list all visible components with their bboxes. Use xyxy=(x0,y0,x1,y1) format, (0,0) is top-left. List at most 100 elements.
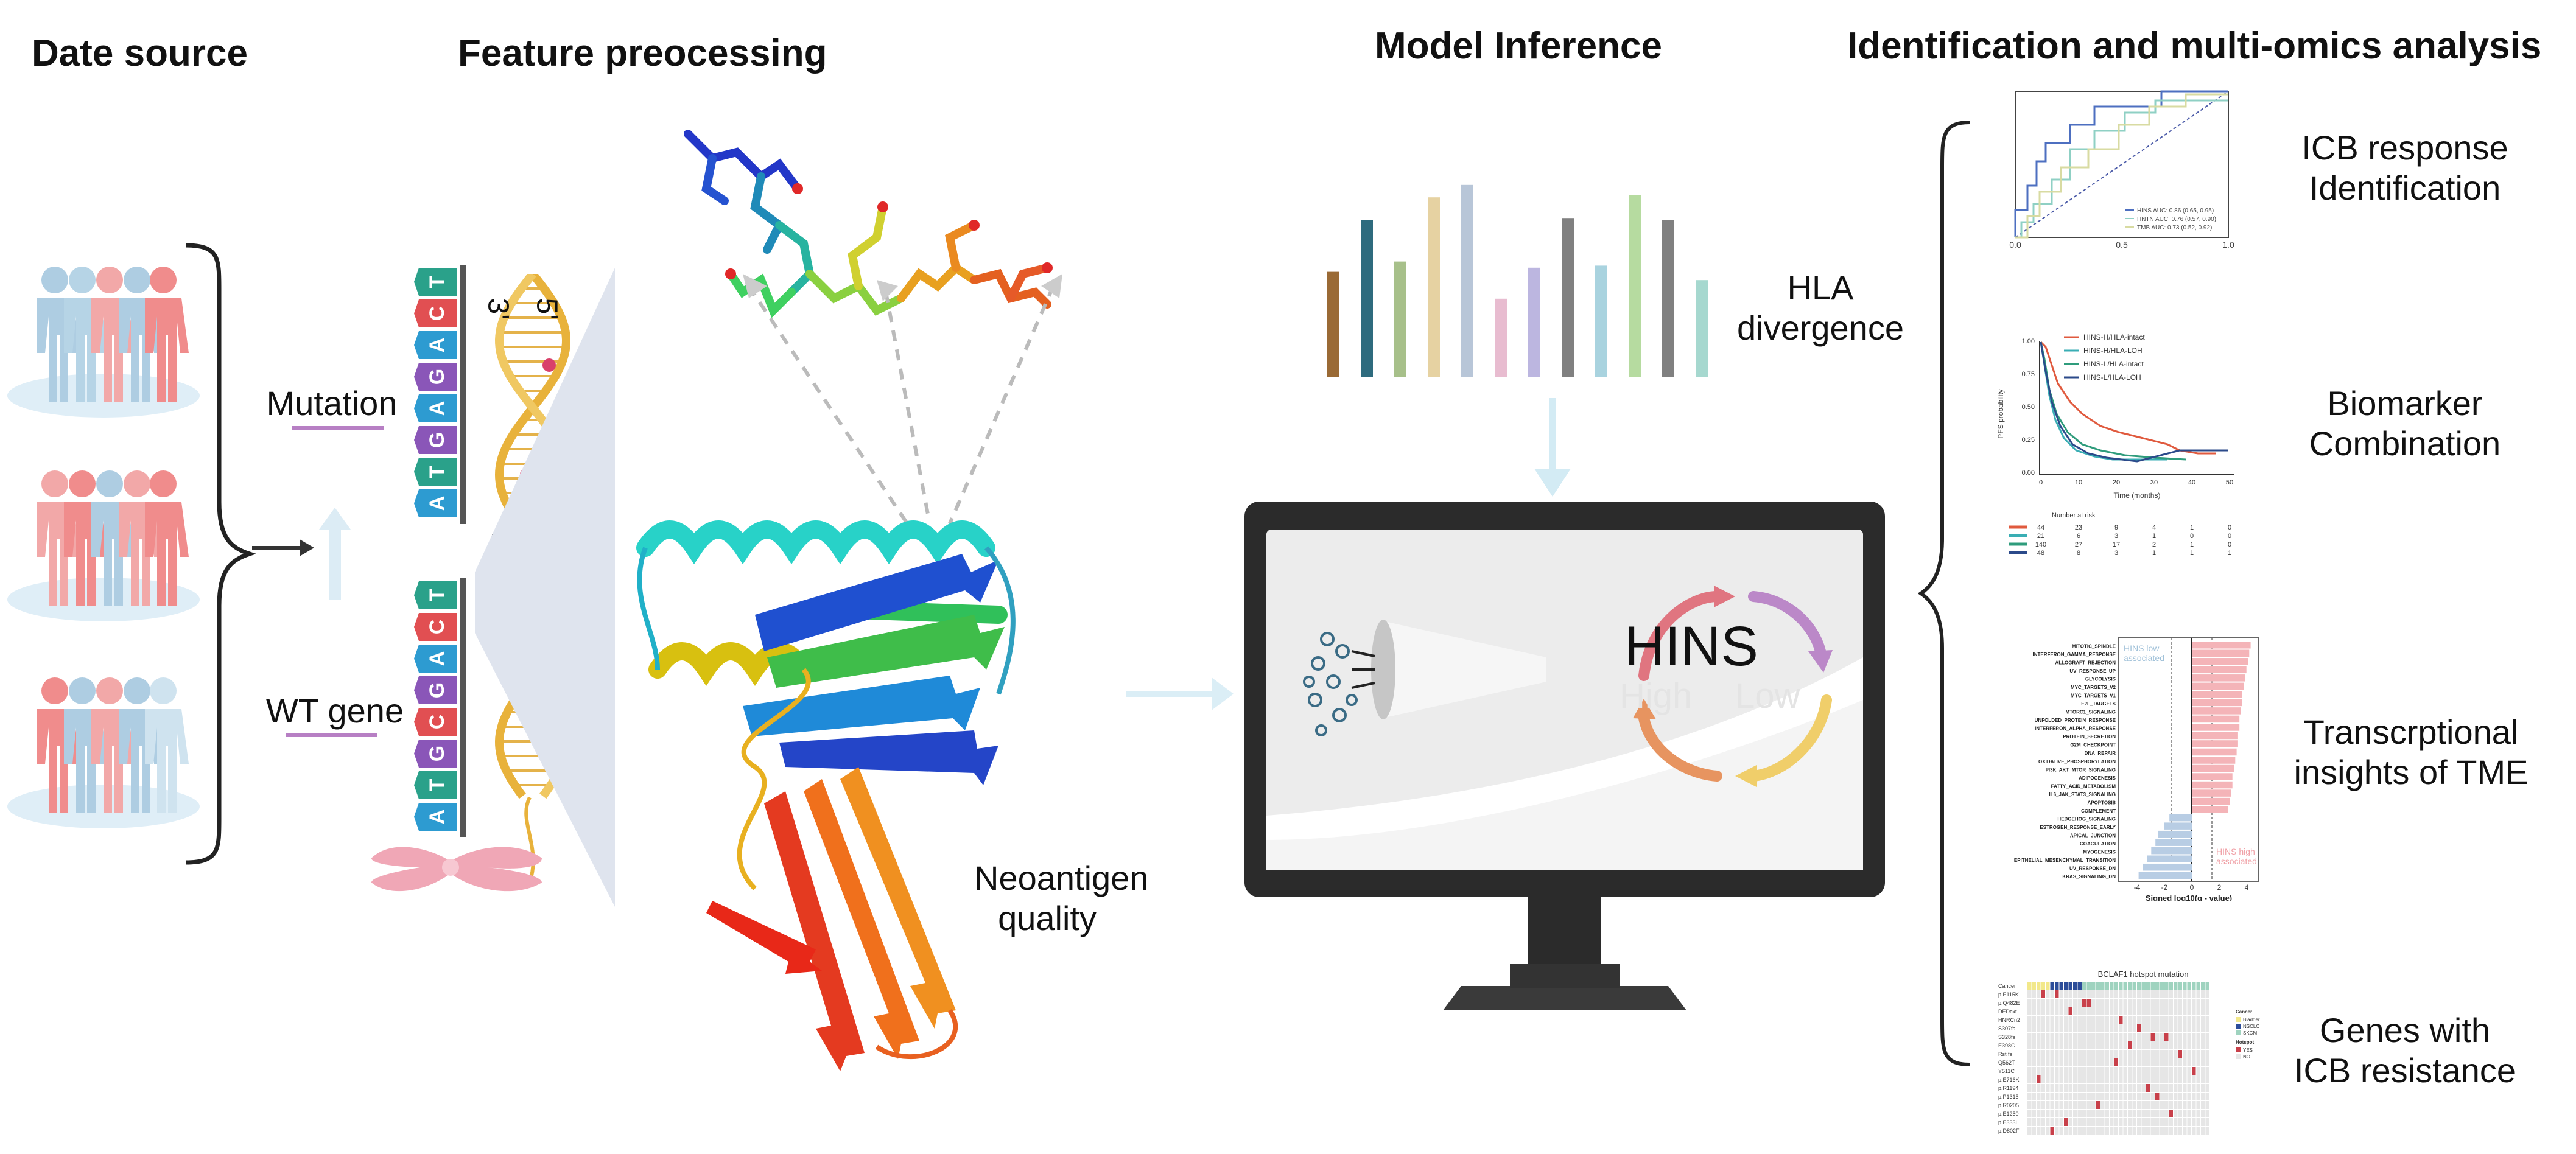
heatmap-cell xyxy=(2150,1067,2155,1075)
heatmap-cell xyxy=(2132,1016,2136,1024)
heatmap-cell xyxy=(2132,982,2136,990)
heatmap-cell xyxy=(2174,1007,2178,1015)
heatmap-cell xyxy=(2192,1024,2196,1032)
heatmap-cell xyxy=(2132,1093,2136,1100)
heatmap-cell xyxy=(2110,982,2114,990)
hla-bar xyxy=(1629,195,1641,377)
heatmap-cell xyxy=(2183,1033,2187,1041)
heatmap-cell xyxy=(2123,999,2127,1007)
heatmap-cell xyxy=(2037,1058,2041,1066)
svg-text:C: C xyxy=(426,620,449,635)
km-risk-cell: 3 xyxy=(2114,533,2118,540)
heatmap-cell xyxy=(2082,1058,2086,1066)
heatmap-cell xyxy=(2091,1067,2096,1075)
heatmap-cell xyxy=(2196,1110,2200,1117)
heatmap-cell xyxy=(2201,1050,2205,1058)
heatmap-mut-cell xyxy=(2041,990,2045,998)
heatmap-cell xyxy=(2169,1058,2173,1066)
heatmap-mut-cell xyxy=(2146,1084,2150,1092)
hla-bar xyxy=(1662,220,1674,377)
heatmap-cell xyxy=(2178,1058,2182,1066)
heatmap-cell xyxy=(2119,1041,2123,1049)
heatmap-cell xyxy=(2114,1067,2118,1075)
heatmap-cell xyxy=(2169,1075,2173,1083)
heatmap-mut-cell xyxy=(2178,1050,2182,1058)
roc-tick-2: 1.0 xyxy=(2222,240,2234,250)
heatmap-cell xyxy=(2041,1033,2045,1041)
svg-text:A: A xyxy=(426,401,449,416)
brace-icon xyxy=(185,243,257,865)
heatmap-cell xyxy=(2073,1050,2077,1058)
gsea-bar xyxy=(2158,830,2192,838)
heatmap-mut-cell xyxy=(2128,1041,2132,1049)
heatmap-cell xyxy=(2146,1050,2150,1058)
heatmap-cell xyxy=(2055,1110,2059,1117)
heatmap-cell xyxy=(2027,1067,2032,1075)
gsea-term: DNA_REPAIR xyxy=(2085,750,2116,756)
heatmap-cell xyxy=(2086,1118,2091,1126)
gsea-term: GLYCOLYSIS xyxy=(2085,677,2116,682)
heatmap-cell xyxy=(2174,982,2178,990)
heatmap-cell xyxy=(2192,1075,2196,1083)
heatmap-cell xyxy=(2059,990,2063,998)
gsea-term: EPITHELIAL_MESENCHYMAL_TRANSITION xyxy=(2014,858,2116,863)
heatmap-cell xyxy=(2086,1033,2091,1041)
heatmap-cell xyxy=(2050,1110,2054,1117)
heatmap-cell xyxy=(2110,1118,2114,1126)
heatmap-cell xyxy=(2160,1033,2164,1041)
heatmap-cell xyxy=(2141,1024,2146,1032)
km-risk-cell: 17 xyxy=(2113,541,2120,548)
right-item-0-line-2: Identification xyxy=(2309,169,2501,207)
heatmap-cell xyxy=(2146,1110,2150,1117)
heatmap-cell xyxy=(2105,1110,2109,1117)
heatmap-cell xyxy=(2046,1007,2050,1015)
heatmap-cell xyxy=(2064,990,2068,998)
heatmap-cell xyxy=(2192,1118,2196,1126)
protein-structure-icon xyxy=(636,520,1016,1071)
gsea-term: FATTY_ACID_METABOLISM xyxy=(2051,783,2116,789)
km-risk-cell: 3 xyxy=(2114,550,2118,557)
heatmap-cell xyxy=(2201,1127,2205,1135)
heatmap-cell xyxy=(2128,1058,2132,1066)
heatmap-cell xyxy=(2046,1118,2050,1126)
heatmap-cell xyxy=(2105,1084,2109,1092)
heatmap-cell xyxy=(2059,1127,2063,1135)
arrow-up-icon xyxy=(319,508,351,600)
gsea-term: MYC_TARGETS_V2 xyxy=(2071,685,2116,690)
biomarker-label: Biomarker Combination xyxy=(2265,383,2545,464)
heatmap-cell xyxy=(2164,1007,2169,1015)
heatmap-cell xyxy=(2046,1058,2050,1066)
km-xtick: 30 xyxy=(2150,479,2158,486)
heatmap-cell xyxy=(2137,1084,2141,1092)
heatmap-cell xyxy=(2196,999,2200,1007)
heatmap-cell xyxy=(2201,1007,2205,1015)
svg-text:A: A xyxy=(426,810,449,825)
heatmap-cell xyxy=(2119,1024,2123,1032)
heatmap-cell xyxy=(2169,1033,2173,1041)
heatmap-cell xyxy=(2132,990,2136,998)
gsea-term: COAGULATION xyxy=(2080,841,2116,847)
svg-text:A: A xyxy=(426,338,449,353)
heatmap-cell xyxy=(2146,1127,2150,1135)
heatmap-cell xyxy=(2086,1084,2091,1092)
header-model-inference: Model Inference xyxy=(1375,25,1662,67)
gsea-term: IL6_JAK_STAT3_SIGNALING xyxy=(2049,792,2116,797)
heatmap-cell xyxy=(2141,999,2146,1007)
heatmap-cell xyxy=(2032,1050,2036,1058)
heatmap-cell xyxy=(2164,1101,2169,1109)
heatmap-cell xyxy=(2114,1075,2118,1083)
heatmap-cell xyxy=(2150,982,2155,990)
heatmap-cell xyxy=(2164,1024,2169,1032)
km-legend-item: HINS-H/HLA-intact xyxy=(2083,333,2145,341)
heatmap-cell xyxy=(2183,1058,2187,1066)
svg-text:C: C xyxy=(426,306,449,321)
heatmap-cell xyxy=(2050,1007,2054,1015)
heatmap-cell xyxy=(2059,1101,2063,1109)
heatmap-cell xyxy=(2196,1024,2200,1032)
heatmap-cell xyxy=(2114,982,2118,990)
high-label: High xyxy=(1620,676,1693,716)
heatmap-cell xyxy=(2183,1093,2187,1100)
heatmap-cell xyxy=(2205,1058,2209,1066)
heatmap-cell xyxy=(2091,1127,2096,1135)
